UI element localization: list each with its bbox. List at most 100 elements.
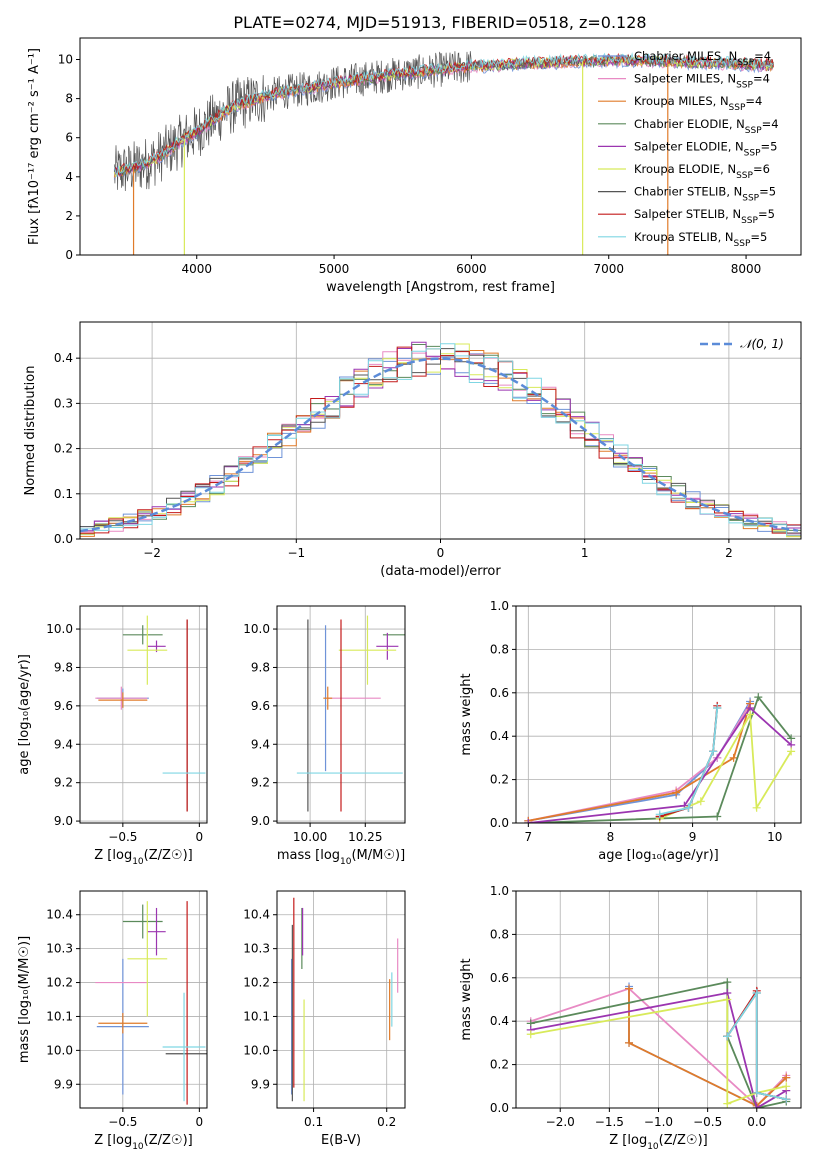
y-axis-label: Normed distribution [23, 366, 38, 496]
weight-marker [713, 812, 722, 821]
y-tick-label: 9.9 [54, 1077, 73, 1091]
axes-frame [276, 605, 406, 824]
x-tick-label: 8000 [731, 262, 762, 276]
weight-marker [723, 1099, 732, 1108]
axes-age-vs-Z: −0.5 0 9.0 9.2 9.4 9.6 9.8 10.0 Z [log10(Z/Z☉)] a… [17, 605, 208, 867]
axes-spectrum: 4000 5000 6000 7000 8000 0 2 4 6 8 10 wavelength [A… [27, 37, 802, 295]
y-tick-label: 0.6 [490, 971, 509, 985]
plot-area-mass-vs-Z [95, 901, 207, 1105]
weight-marker [754, 693, 763, 702]
legend-entry: Chabrier ELODIE, NSSP=4 [634, 117, 779, 136]
plot-area-mass-vs-ebv [291, 897, 399, 1102]
x-tick-label: −2 [143, 546, 161, 560]
plot-area-age-vs-Z [95, 615, 206, 812]
weight-marker [709, 747, 718, 756]
weight-marker [526, 1030, 535, 1039]
y-tick-label: 10.4 [243, 908, 270, 922]
y-axis-label: mass weight [459, 673, 474, 755]
y-tick-label: 0 [65, 248, 73, 262]
y-tick-label: 9.8 [251, 660, 270, 674]
weight-marker [752, 1104, 761, 1108]
y-tick-label: 10.0 [243, 622, 270, 636]
x-tick-label: 10.00 [293, 830, 327, 844]
x-tick-label: 10.25 [348, 830, 382, 844]
plot-area-residuals [80, 341, 801, 538]
axes-frame [79, 37, 802, 256]
y-tick-label: 0.4 [54, 351, 73, 365]
y-tick-label: 0.4 [490, 1014, 509, 1028]
x-axis-label: Z [log10(Z/Z☉)] [94, 848, 192, 867]
weight-marker [752, 988, 761, 997]
y-axis-label: mass weight [459, 958, 474, 1040]
weight-marker [787, 747, 796, 756]
axes-mass-weight-vs-age: 7 8 9 10 0.0 0.2 0.4 0.6 0.8 1.0 age [log₁₀(age/yr… [459, 599, 802, 863]
y-tick-label: 9.0 [251, 814, 270, 828]
x-axis-label: mass [log10(M/M☉)] [277, 848, 405, 867]
x-tick-label: −0.5 [108, 830, 137, 844]
x-tick-label: 7 [524, 830, 532, 844]
weight-marker [729, 753, 738, 762]
y-axis-label: age [log₁₀(age/yr)] [17, 654, 32, 775]
y-tick-label: 0.4 [490, 729, 509, 743]
x-tick-label: 0.0 [747, 1115, 766, 1129]
y-tick-label: 8 [65, 92, 73, 106]
plot-area-mass-weight-vs-Z [526, 978, 791, 1108]
x-tick-label: 2 [725, 546, 733, 560]
weight-marker [684, 803, 693, 812]
weight-marker [752, 1088, 761, 1097]
x-tick-label: 0.1 [304, 1115, 323, 1129]
y-tick-label: 1.0 [490, 599, 509, 613]
x-tick-label: −2.0 [546, 1115, 575, 1129]
y-tick-label: 0.8 [490, 642, 509, 656]
y-tick-label: 10.4 [46, 908, 73, 922]
legend-entry: Chabrier MILES, NSSP=4 [634, 49, 771, 68]
y-tick-label: 10.0 [243, 1043, 270, 1057]
y-tick-label: 10.2 [243, 976, 270, 990]
y-tick-label: 9.0 [54, 814, 73, 828]
x-tick-label: 1 [581, 546, 589, 560]
y-tick-label: 10.0 [46, 622, 73, 636]
plot-area-mass-weight-vs-age [524, 693, 796, 823]
y-tick-label: 6 [65, 131, 73, 145]
weight-marker [696, 797, 705, 806]
x-tick-label: −0.5 [108, 1115, 137, 1129]
x-tick-label: 0.2 [377, 1115, 396, 1129]
weight-line-chabrier-elodie [528, 695, 792, 823]
y-tick-label: 9.9 [251, 1077, 270, 1091]
y-tick-label: 10.0 [46, 1043, 73, 1057]
weight-line-kroupa-miles [628, 988, 787, 1107]
y-tick-label: 0.6 [490, 686, 509, 700]
y-tick-label: 0.1 [54, 487, 73, 501]
legend-gaussian-label: 𝒩(0, 1) [740, 337, 784, 351]
legend-entry: Kroupa MILES, NSSP=4 [634, 94, 762, 113]
weight-marker [625, 984, 634, 993]
gaussian-reference-line [80, 357, 799, 533]
weight-marker [746, 710, 755, 719]
weight-marker [713, 703, 722, 712]
y-tick-label: 0.2 [54, 442, 73, 456]
y-tick-label: 10 [58, 53, 73, 67]
weight-line-kroupa-stelib [726, 990, 787, 1101]
y-tick-label: 0.2 [490, 773, 509, 787]
y-tick-label: 10.3 [46, 942, 73, 956]
x-axis-label: age [log₁₀(age/yr)] [598, 848, 719, 863]
axes-frame [79, 605, 208, 824]
spectrum-model-kroupa-stelib [113, 52, 774, 176]
axes-residuals: −2 −1 0 1 2 0.0 0.1 0.2 0.3 0.4 (data-model)/error… [23, 321, 802, 579]
legend-entry: Chabrier STELIB, NSSP=5 [634, 185, 776, 204]
y-tick-label: 0.8 [490, 927, 509, 941]
weight-marker [723, 995, 732, 1004]
hist-salpeter-stelib [80, 346, 801, 534]
weight-marker [723, 978, 732, 987]
x-tick-label: 8 [607, 830, 615, 844]
x-tick-label: −1 [287, 546, 305, 560]
legend-entry: Salpeter STELIB, NSSP=5 [634, 207, 775, 226]
x-tick-label: 0 [196, 830, 204, 844]
y-tick-label: 0.0 [54, 532, 73, 546]
y-tick-label: 9.6 [251, 699, 270, 713]
axes-mass-weight-vs-Z: −2.0 −1.5 −1.0 −0.5 0.0 0.0 0.2 0.4 0.6 0.8 1.0 Z [… [459, 884, 802, 1152]
y-tick-label: 4 [65, 170, 73, 184]
weight-line-kroupa-stelib [659, 707, 719, 816]
legend-spectrum: Chabrier MILES, NSSP=4 Salpeter MILES, NS… [598, 49, 779, 249]
